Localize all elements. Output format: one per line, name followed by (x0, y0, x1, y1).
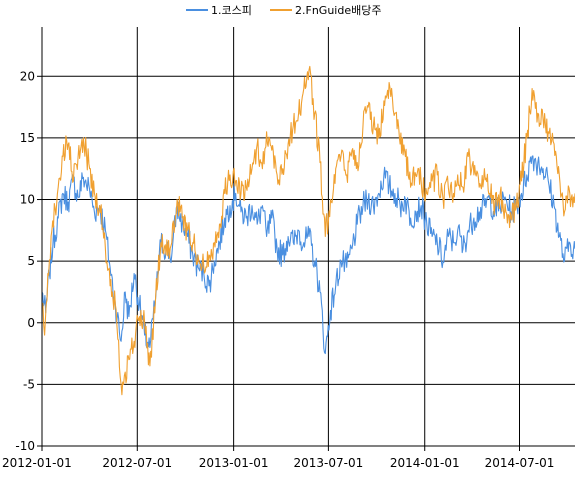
y-tick-label: 20 (20, 69, 35, 83)
series-line-1 (41, 155, 575, 355)
x-tick-label: 2013-07-01 (294, 456, 364, 470)
y-tick-label: 10 (20, 193, 35, 207)
legend: 1.코스피 2.FnGuide배당주 (186, 4, 381, 17)
series-lines (41, 65, 575, 396)
x-tick-label: 2012-07-01 (102, 456, 172, 470)
x-tick-label: 2013-01-01 (199, 456, 269, 470)
x-tick-label: 2014-07-01 (485, 456, 555, 470)
y-tick-label: 0 (27, 316, 35, 330)
axes: -10 -5 0 5 10 15 20 2012-01-01 2012-07-01 2013-01… (2, 27, 575, 470)
x-tick-label: 2014-01-01 (390, 456, 460, 470)
series-line-2 (41, 65, 575, 396)
grid-lines (41, 27, 575, 447)
y-tick-label: 15 (20, 131, 35, 145)
x-tick-label: 2012-01-01 (2, 456, 72, 470)
legend-label-2: 2.FnGuide배당주 (295, 4, 381, 17)
y-tick-label: -10 (15, 439, 35, 453)
legend-label-1: 1.코스피 (211, 4, 252, 17)
y-tick-label: -5 (23, 377, 35, 391)
y-tick-label: 5 (27, 254, 35, 268)
